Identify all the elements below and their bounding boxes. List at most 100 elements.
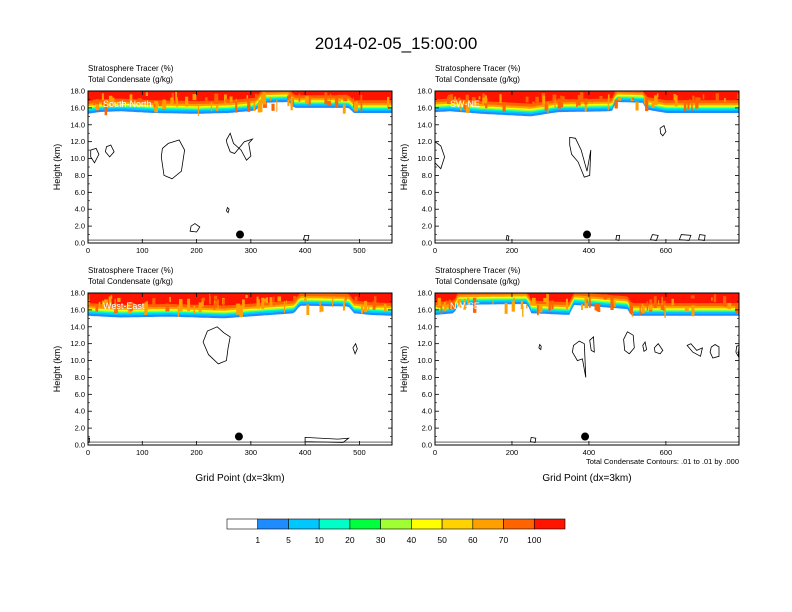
tracer-streak (224, 94, 227, 104)
tracer-streak (114, 298, 116, 312)
tracer-streak (603, 294, 608, 300)
tracer-band-7 (435, 91, 739, 104)
x-tick-label: 400 (583, 246, 596, 255)
y-tick-label: 16.0 (417, 305, 432, 314)
tracer-streak (339, 94, 343, 99)
tracer-streak (445, 305, 450, 308)
tracer-streak (581, 303, 583, 311)
field-label-tracer: Stratosphere Tracer (%) (435, 266, 521, 275)
tracer-streak (165, 303, 170, 312)
tracer-streak (645, 96, 648, 107)
tracer-streak (256, 296, 259, 309)
tracer-streak (525, 96, 529, 103)
tracer-streak (304, 296, 307, 302)
tracer-streak (334, 95, 339, 108)
tracer-streak (650, 302, 653, 306)
tracer-streak (472, 297, 477, 308)
tracer-streak (446, 96, 449, 105)
tracer-streak (483, 95, 488, 104)
tracer-streak (642, 306, 645, 314)
tracer-streak (239, 305, 243, 317)
tracer-streak (262, 298, 267, 303)
tracer-streak (354, 101, 358, 112)
tracer-streak (539, 305, 543, 313)
tracer-streak (687, 100, 690, 110)
field-label-tracer: Stratosphere Tracer (%) (88, 266, 174, 275)
tracer-streak (145, 92, 148, 97)
y-axis-label: Height (km) (52, 346, 62, 393)
tracer-streak (261, 95, 264, 101)
tracer-streak (154, 100, 159, 113)
tracer-streak (185, 96, 189, 107)
x-tick-label: 300 (245, 246, 258, 255)
tracer-streak (345, 295, 347, 301)
tracer-streak (532, 101, 535, 107)
tracer-streak (384, 303, 387, 312)
condensate-contour (571, 340, 587, 378)
tracer-streak (630, 97, 635, 102)
tracer-streak (465, 101, 470, 113)
tracer-streak (715, 93, 719, 102)
colorbar-label: 5 (286, 535, 291, 545)
plot-background (435, 293, 739, 445)
tracer-streak (632, 97, 635, 101)
tracer-streak (454, 96, 457, 106)
tracer-streak (584, 101, 587, 112)
tracer-streak (114, 303, 118, 313)
chart-panel-nw-se: 0.0 2.0 4.0 6.0 8.0 10.0 12.0 14.0 16.0 18.0 0 200 4… (399, 266, 740, 484)
condensate-contour (202, 326, 231, 365)
colorbar-box (441, 518, 474, 530)
plot-area (435, 293, 739, 445)
tracer-streak (537, 304, 539, 316)
y-tick-label: 8.0 (75, 171, 85, 180)
tracer-streak (577, 95, 581, 106)
tracer-streak (722, 296, 727, 307)
tracer-streak (482, 97, 485, 105)
tracer-streak (544, 104, 548, 111)
tracer-streak (460, 100, 462, 112)
x-tick-label: 600 (660, 448, 673, 457)
tracer-streak (343, 94, 348, 102)
tracer-streak (607, 94, 610, 101)
tracer-streak (588, 297, 591, 308)
condensate-contour (653, 343, 664, 355)
condensate-contour (104, 144, 115, 158)
tracer-streak (104, 103, 108, 116)
tracer-streak (526, 304, 528, 309)
tracer-streak (360, 100, 363, 112)
panel-name: South-North (103, 99, 152, 109)
tracer-streak (265, 297, 269, 304)
tracer-streak (387, 96, 390, 110)
tracer-streak (437, 297, 441, 307)
tracer-streak (88, 299, 90, 305)
plot-background (88, 293, 392, 445)
tracer-band-7 (88, 293, 392, 306)
tracer-streak (193, 305, 196, 314)
tracer-streak (298, 93, 301, 102)
colorbar-label: 1 (255, 535, 260, 545)
location-marker (583, 230, 591, 239)
y-tick-label: 2.0 (75, 424, 85, 433)
x-axis-label: Grid Point (dx=3km) (195, 473, 284, 484)
y-tick-label: 16.0 (70, 103, 85, 112)
chart-panel-west-east: 0.0 2.0 4.0 6.0 8.0 10.0 12.0 14.0 16.0 18.0 0 100 2… (52, 266, 393, 484)
tracer-streak (360, 304, 364, 314)
location-marker (236, 230, 244, 239)
tracer-streak (543, 95, 546, 106)
tracer-streak (449, 94, 454, 104)
colorbar-box (257, 518, 289, 530)
tracer-streak (213, 303, 216, 310)
tracer-streak (737, 93, 739, 101)
tracer-streak (242, 299, 245, 308)
x-tick-label: 500 (353, 246, 366, 255)
plot-area (88, 91, 392, 243)
tracer-streak (723, 98, 726, 102)
y-axis-label: Height (km) (52, 144, 62, 191)
tracer-streak (584, 98, 588, 105)
x-tick-label: 0 (433, 448, 437, 457)
colorbar-label: 60 (468, 535, 478, 545)
tracer-streak (101, 93, 104, 100)
tracer-streak (106, 103, 110, 107)
tracer-streak (674, 95, 678, 107)
x-tick-label: 100 (136, 246, 149, 255)
